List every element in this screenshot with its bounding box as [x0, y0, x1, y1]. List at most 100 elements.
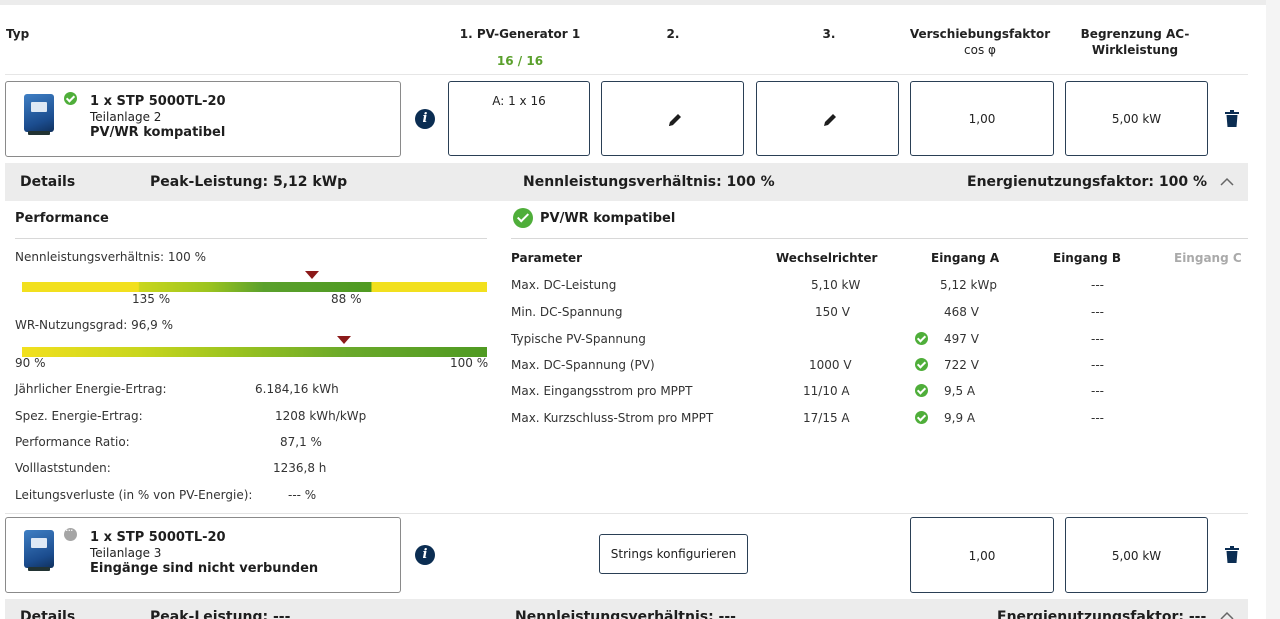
stat-label: Spez. Energie-Ertrag: [15, 409, 143, 423]
param-cell: Max. DC-Spannung (PV) [511, 358, 655, 372]
col-header-pv-generator-3: 3. [822, 27, 836, 41]
param-cell: Max. DC-Leistung [511, 278, 617, 292]
stat-value: 6.184,16 kWh [255, 382, 339, 396]
inverter-cell: 150 V [815, 305, 850, 319]
info-icon[interactable]: i [415, 109, 435, 129]
inverter-cell: 1000 V [809, 358, 852, 372]
efficiency-marker [337, 336, 351, 344]
input-a-cell: 9,5 A [944, 384, 976, 398]
col-header-parameter: Parameter [511, 251, 583, 265]
input-b-cell: --- [1091, 332, 1104, 346]
peak-power: Peak-Leistung: --- [150, 609, 291, 619]
inverter-cell: 5,10 kW [811, 278, 861, 292]
inverter-subsystem: Teilanlage 3 [90, 546, 162, 560]
ac-limit-field[interactable]: 5,00 kW [1065, 81, 1208, 156]
stat-value: 1236,8 h [273, 461, 327, 475]
chevron-up-icon[interactable] [1220, 175, 1234, 189]
col-header-shift-factor: Verschiebungsfaktor cos φ [905, 26, 1055, 58]
inverter-status: Eingänge sind nicht verbunden [90, 561, 319, 576]
trash-icon[interactable] [1225, 110, 1239, 127]
cos-phi-value: 1,00 [968, 112, 996, 126]
header-separator [5, 74, 1248, 75]
top-band [0, 0, 1280, 5]
col-header-shift-line1: Verschiebungsfaktor [909, 27, 1051, 41]
nominal-power-ratio: Nennleistungsverhältnis: --- [515, 609, 736, 619]
ac-limit-field[interactable]: 5,00 kW [1065, 517, 1208, 593]
scrollbar[interactable] [1266, 0, 1280, 619]
edit-pv-generator-2[interactable] [601, 81, 744, 156]
inverter-image-foot [28, 567, 50, 571]
stat-value: --- % [288, 488, 317, 502]
check-icon [64, 92, 77, 105]
cos-phi-field[interactable]: 1,00 [910, 517, 1054, 593]
cos-phi-value: 1,00 [968, 549, 996, 563]
details-bar-1[interactable]: Details Peak-Leistung: 5,12 kWp Nennleis… [5, 163, 1248, 201]
input-a-cell: 5,12 kWp [940, 278, 997, 292]
performance-title: Performance [15, 211, 109, 226]
nominal-ratio-bar [22, 282, 487, 292]
compat-title: PV/WR kompatibel [540, 211, 676, 226]
col-header-ac-limit: Begrenzung AC- Wirkleistung [1060, 26, 1210, 58]
nominal-ratio-label: Nennleistungsverhältnis: 100 % [15, 250, 207, 264]
input-b-cell: --- [1091, 411, 1104, 425]
col-header-ac-line1: Begrenzung AC- [1080, 27, 1190, 41]
inverter-cell: 11/10 A [803, 384, 850, 398]
compat-separator [511, 238, 1248, 239]
details-label: Details [20, 174, 76, 190]
check-icon [915, 384, 928, 397]
inverter-card-1[interactable]: 1 x STP 5000TL-20 Teilanlage 2 PV/WR kom… [5, 81, 401, 157]
inverter-card-2[interactable]: 1 x STP 5000TL-20 Teilanlage 3 Eingänge … [5, 517, 401, 593]
efficiency-bar [22, 347, 487, 357]
pv-generator-count: 16 / 16 [496, 54, 544, 68]
stat-label: Jährlicher Energie-Ertrag: [15, 382, 167, 396]
param-cell: Max. Kurzschluss-Strom pro MPPT [511, 411, 714, 425]
performance-separator [15, 238, 487, 239]
inverter-image [24, 530, 54, 568]
col-header-input-a: Eingang A [931, 251, 1000, 265]
pencil-icon [824, 114, 836, 126]
nominal-ratio-bar-left: 135 % [132, 292, 171, 306]
stat-value: 87,1 % [280, 435, 322, 449]
energy-usage-factor: Energienutzungsfaktor: 100 % [967, 174, 1207, 190]
col-header-input-b: Eingang B [1053, 251, 1121, 265]
ac-limit-value: 5,00 kW [1111, 112, 1162, 126]
col-header-pv-generator-2: 2. [666, 27, 680, 41]
check-icon [513, 208, 533, 228]
details-label: Details [20, 609, 76, 619]
string-config-a[interactable]: A: 1 x 16 [448, 81, 590, 156]
stat-label: Volllaststunden: [15, 461, 111, 475]
inverter-image-foot [28, 131, 50, 135]
info-icon[interactable]: i [415, 545, 435, 565]
details-bar-2[interactable]: Details Peak-Leistung: --- Nennleistungs… [5, 599, 1248, 619]
check-icon [915, 411, 928, 424]
efficiency-label: WR-Nutzungsgrad: 96,9 % [15, 318, 174, 332]
efficiency-bar-left: 90 % [15, 356, 46, 370]
stat-label: Leitungsverluste (in % von PV-Energie): [15, 488, 253, 502]
cos-phi-field[interactable]: 1,00 [910, 81, 1054, 156]
input-b-cell: --- [1091, 305, 1104, 319]
input-a-cell: 9,9 A [944, 411, 976, 425]
energy-usage-factor: Energienutzungsfaktor: --- [997, 609, 1207, 619]
configure-strings-button[interactable]: Strings konfigurieren [599, 534, 748, 574]
param-cell: Max. Eingangsstrom pro MPPT [511, 384, 693, 398]
string-a-value: A: 1 x 16 [492, 94, 546, 108]
col-header-inverter: Wechselrichter [776, 251, 878, 265]
inverter-subsystem: Teilanlage 2 [90, 110, 162, 124]
edit-pv-generator-3[interactable] [756, 81, 899, 156]
check-icon [915, 358, 928, 371]
details-panel: Performance Nennleistungsverhältnis: 100… [5, 201, 1248, 514]
nominal-ratio-bar-right: 88 % [331, 292, 362, 306]
stat-label: Performance Ratio: [15, 435, 130, 449]
inverter-name: 1 x STP 5000TL-20 [90, 94, 226, 109]
input-b-cell: --- [1091, 278, 1104, 292]
input-a-cell: 722 V [944, 358, 979, 372]
peak-power: Peak-Leistung: 5,12 kWp [150, 174, 348, 190]
col-header-input-c: Eingang C [1174, 251, 1242, 265]
nominal-ratio-marker [305, 271, 319, 279]
check-icon [915, 332, 928, 345]
input-a-cell: 468 V [944, 305, 979, 319]
chevron-up-icon[interactable] [1220, 609, 1234, 619]
input-a-cell: 497 V [944, 332, 979, 346]
trash-icon[interactable] [1225, 546, 1239, 563]
inverter-cell: 17/15 A [803, 411, 850, 425]
